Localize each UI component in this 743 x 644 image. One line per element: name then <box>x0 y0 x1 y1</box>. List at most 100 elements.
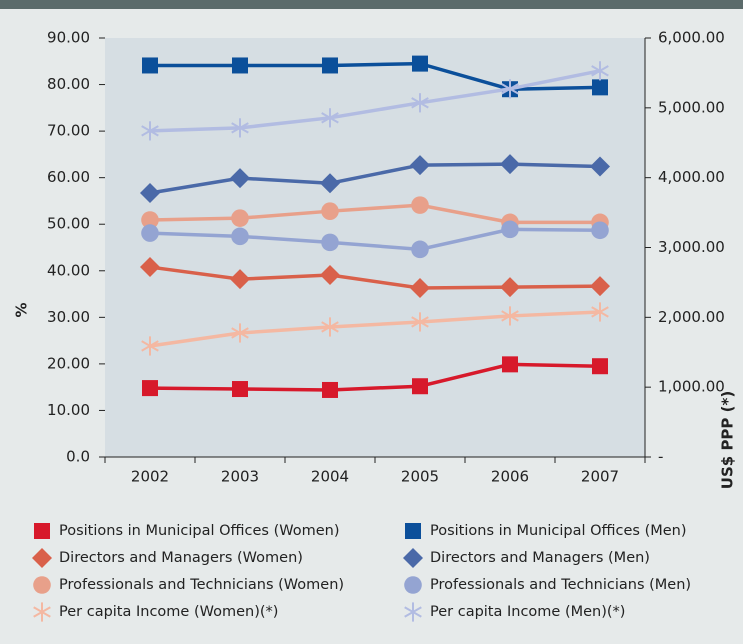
y-tick-label: 20.00 <box>47 354 90 372</box>
marker-stroke <box>404 606 422 618</box>
series-line <box>149 227 601 252</box>
series-line <box>149 265 601 290</box>
marker <box>410 155 430 176</box>
y-tick-label: 60.00 <box>47 168 90 186</box>
top-bar <box>0 0 743 9</box>
y-tick-label: 0.0 <box>66 448 90 466</box>
x-tick-label: 2004 <box>311 468 349 486</box>
marker <box>32 548 52 568</box>
y2-tick-label: - <box>658 448 663 466</box>
marker <box>230 168 250 189</box>
marker <box>33 602 51 622</box>
marker <box>321 233 339 252</box>
marker <box>501 306 519 326</box>
y2-tick-label: 4,000.00 <box>658 168 725 186</box>
marker <box>412 55 428 72</box>
x-tick-label: 2002 <box>131 468 169 486</box>
x-tick-label: 2006 <box>491 468 529 486</box>
legend-label: Professionals and Technicians (Women) <box>59 577 344 593</box>
marker <box>141 211 159 229</box>
y-axis-label: % <box>13 302 31 317</box>
marker <box>141 224 159 242</box>
y2-axis-label: US$ PPP (*) <box>719 391 737 489</box>
marker-stroke <box>231 327 249 339</box>
marker <box>501 220 519 239</box>
marker <box>230 269 250 290</box>
marker <box>141 336 159 356</box>
marker <box>320 173 340 194</box>
marker <box>321 108 339 128</box>
marker <box>322 381 338 398</box>
y-tick-label: 70.00 <box>47 122 90 140</box>
y2-tick-label: 6,000.00 <box>658 29 725 47</box>
marker <box>141 121 159 141</box>
marker <box>592 358 608 375</box>
marker-stroke <box>591 65 609 77</box>
marker <box>411 240 429 259</box>
marker <box>320 264 340 285</box>
marker <box>33 576 51 594</box>
legend-label: Positions in Municipal Offices (Men) <box>430 523 687 539</box>
legend-label: Per capita Income (Men)(*) <box>430 604 625 620</box>
marker <box>411 312 429 332</box>
marker <box>34 523 50 539</box>
marker <box>501 79 519 99</box>
marker <box>232 381 248 398</box>
marker-stroke <box>501 83 519 95</box>
marker <box>404 576 422 594</box>
legend-label: Professionals and Technicians (Men) <box>430 577 691 593</box>
marker <box>403 548 423 568</box>
y2-tick-label: 3,000.00 <box>658 238 725 256</box>
marker-stroke <box>141 125 159 137</box>
y2-tick-label: 2,000.00 <box>658 308 725 326</box>
marker-stroke <box>33 606 51 618</box>
marker <box>410 278 430 299</box>
marker <box>411 93 429 113</box>
marker <box>405 523 421 539</box>
series-line <box>149 362 601 392</box>
marker <box>404 602 422 622</box>
marker <box>321 317 339 337</box>
marker <box>591 61 609 81</box>
series-line <box>149 310 601 348</box>
marker-stroke <box>501 310 519 322</box>
marker <box>411 196 429 214</box>
y-tick-label: 80.00 <box>47 75 90 93</box>
marker <box>231 209 249 227</box>
y-tick-label: 50.00 <box>47 215 90 233</box>
marker-stroke <box>411 97 429 109</box>
marker-stroke <box>141 340 159 352</box>
marker <box>592 79 608 96</box>
legend-label: Directors and Managers (Women) <box>59 550 303 566</box>
legend-label: Per capita Income (Women)(*) <box>59 604 278 620</box>
marker <box>232 57 248 74</box>
marker <box>231 323 249 343</box>
marker <box>590 156 610 177</box>
marker <box>142 380 158 397</box>
series-line <box>149 162 601 195</box>
marker <box>322 57 338 74</box>
marker <box>142 57 158 74</box>
x-tick-label: 2005 <box>401 468 439 486</box>
y-tick-label: 40.00 <box>47 261 90 279</box>
marker <box>321 202 339 220</box>
marker <box>140 257 160 278</box>
y2-tick-label: 5,000.00 <box>658 98 725 116</box>
x-tick-label: 2003 <box>221 468 259 486</box>
marker-stroke <box>321 321 339 333</box>
y-tick-label: 90.00 <box>47 29 90 47</box>
series-line <box>150 61 601 91</box>
legend-label: Positions in Municipal Offices (Women) <box>59 523 340 539</box>
marker <box>500 154 520 175</box>
marker <box>502 356 518 373</box>
marker-stroke <box>231 122 249 134</box>
marker-stroke <box>591 306 609 318</box>
marker <box>140 183 160 204</box>
marker <box>231 227 249 246</box>
marker-stroke <box>411 316 429 328</box>
marker <box>591 221 609 240</box>
marker <box>500 277 520 298</box>
legend-label: Directors and Managers (Men) <box>430 550 650 566</box>
marker <box>590 276 610 297</box>
